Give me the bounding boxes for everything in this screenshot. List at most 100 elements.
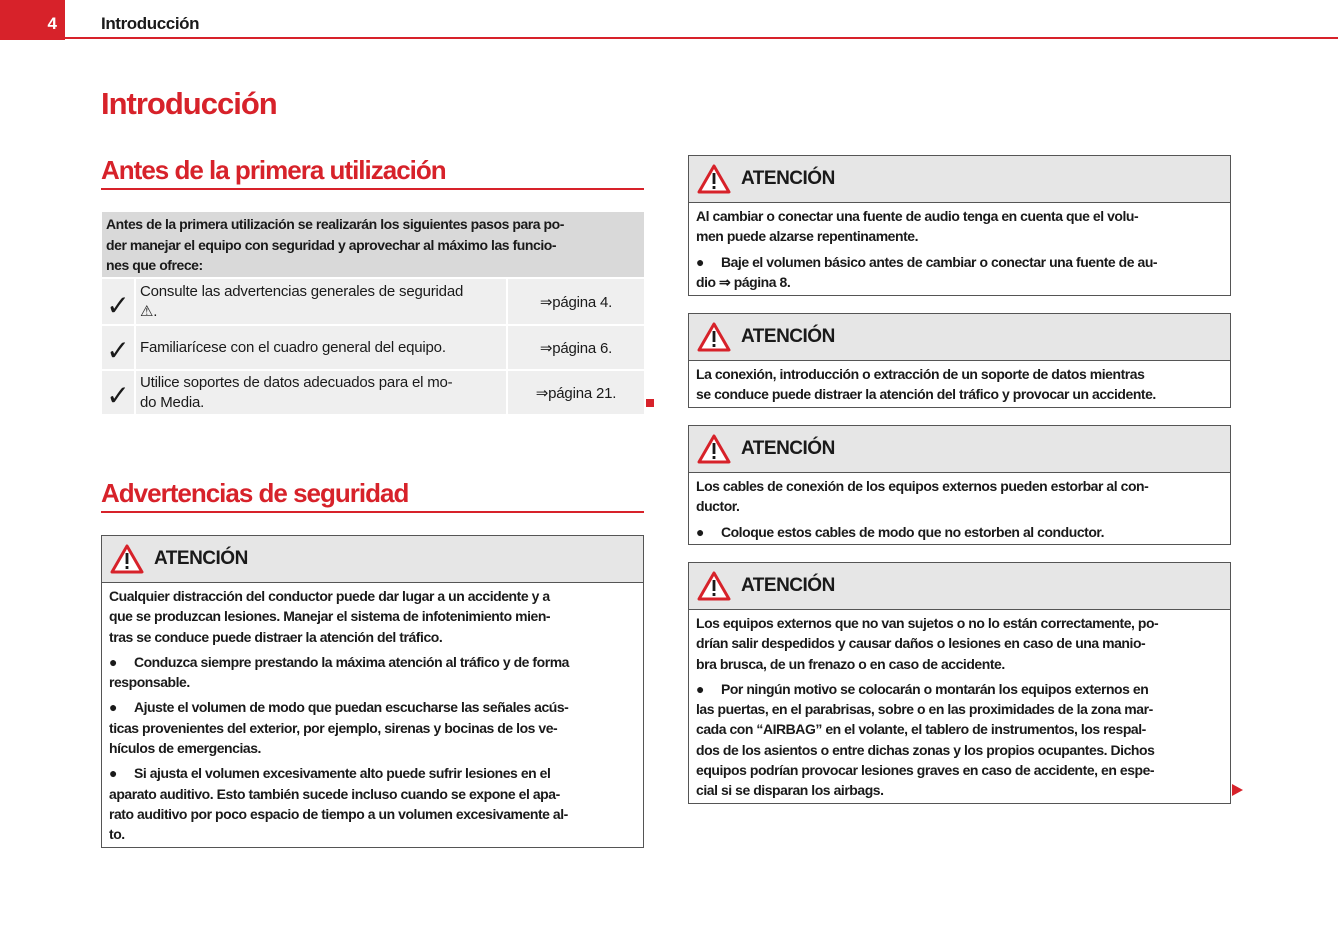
warning-bullet-item: ● Ajuste el volumen de modo que puedan es…: [109, 697, 637, 758]
warning-body: Los equipos externos que no van sujetos …: [689, 610, 1230, 805]
text-line: Cualquier distracción del conductor pued…: [109, 586, 636, 606]
text-line: ● Si ajusta el volumen excesivamente alto…: [109, 763, 636, 783]
text-line: drían salir despedidos y causar daños o …: [696, 633, 1223, 653]
warning-paragraph: Los cables de conexión de los equipos ex…: [696, 476, 1224, 517]
step-text: Utilice soportes de datos adecuados para…: [136, 371, 508, 414]
text-line-content: men puede alzarse repentinamente.: [696, 228, 919, 245]
text-line: Al cambiar o conectar una fuente de audi…: [696, 206, 1223, 226]
warning-title: ATENCIÓN: [741, 168, 835, 189]
section-heading-advertencias: Advertencias de seguridad: [101, 478, 644, 513]
warning-box: ATENCIÓN Cualquier distracción del conduc…: [101, 535, 644, 848]
warning-body: Al cambiar o conectar una fuente de audi…: [689, 203, 1230, 296]
step-row: ✓ Familiarícese con el cuadro general de…: [102, 324, 644, 369]
warning-header: ATENCIÓN: [689, 156, 1230, 203]
text-line-content: Por ningún motivo se colocarán o montará…: [720, 680, 1149, 697]
text-line: cial si se disparan los airbags.: [696, 780, 1223, 800]
step-text-line: Utilice soportes de datos adecuados para…: [140, 373, 453, 391]
text-line: responsable.: [109, 672, 636, 692]
warning-box: ATENCIÓN Los equipos externos que no van …: [688, 562, 1231, 804]
step-text-line: Familiarícese con el cuadro general del …: [140, 338, 446, 356]
step-text: Familiarícese con el cuadro general del …: [136, 326, 508, 369]
text-line-content: Baje el volumen básico antes de cambiar …: [720, 253, 1158, 270]
text-line-content: las puertas, en el parabrisas, sobre o e…: [696, 701, 1153, 718]
text-line-content: cial si se disparan los airbags.: [696, 782, 884, 799]
section-end-marker: [646, 399, 654, 407]
step-text: Consulte las advertencias generales de s…: [136, 279, 508, 324]
text-line-content: equipos podrían provocar lesiones graves…: [696, 762, 1155, 779]
text-line: ● Por ningún motivo se colocarán o montar…: [696, 679, 1223, 699]
text-line: La conexión, introducción o extracción d…: [696, 364, 1223, 384]
warning-triangle-icon: [697, 571, 731, 601]
step-text-line: ⚠.: [140, 302, 158, 320]
step-row: ✓ Consulte las advertencias generales de…: [102, 277, 644, 324]
checkmark-icon: ✓: [102, 371, 136, 414]
text-line-content: La conexión, introducción o extracción d…: [696, 366, 1145, 382]
step-text-line: do Media.: [140, 393, 205, 411]
text-line-content: tras se conduce puede distraer la atenci…: [109, 628, 443, 645]
warning-bullet-item: ● Baje el volumen básico antes de cambiar…: [696, 252, 1224, 293]
header-divider: [65, 37, 1338, 39]
text-line: ● Coloque estos cables de modo que no est…: [696, 522, 1223, 542]
steps-table: Antes de la primera utilización se reali…: [102, 212, 644, 414]
warning-header: ATENCIÓN: [102, 536, 643, 583]
warning-paragraph: Los equipos externos que no van sujetos …: [696, 613, 1224, 674]
text-line-content: Al cambiar o conectar una fuente de audi…: [696, 208, 1139, 224]
text-line-content: dos de los asientos o entre dichas zonas…: [696, 741, 1155, 758]
text-line-content: Ajuste el volumen de modo que puedan esc…: [133, 699, 569, 716]
page-number: 4: [0, 0, 65, 40]
warning-bullet-item: ● Coloque estos cables de modo que no est…: [696, 522, 1224, 542]
intro-line: Antes de la primera utilización se reali…: [106, 216, 564, 232]
page-reference-link[interactable]: ⇒página 6.: [539, 339, 613, 357]
text-line: se conduce puede distraer la atención de…: [696, 384, 1223, 404]
bullet-icon: ●: [696, 680, 705, 697]
text-line-content: drían salir despedidos y causar daños o …: [696, 635, 1146, 652]
text-line: rato auditivo por poco espacio de tiempo…: [109, 804, 636, 824]
warning-triangle-icon: [110, 544, 144, 574]
text-line-content: rato auditivo por poco espacio de tiempo…: [109, 805, 568, 822]
intro-line: nes que ofrece:: [106, 257, 203, 273]
text-line: ductor.: [696, 496, 1223, 516]
text-line: to.: [109, 824, 636, 844]
running-title: Introducción: [101, 14, 200, 33]
bullet-icon: ●: [109, 699, 118, 716]
text-line: que se produzcan lesiones. Manejar el si…: [109, 606, 636, 626]
text-line-content: aparato auditivo. Esto también sucede in…: [109, 785, 560, 802]
bullet-icon: ●: [696, 523, 705, 540]
step-text-line: Consulte las advertencias generales de s…: [140, 282, 464, 300]
warning-header: ATENCIÓN: [689, 563, 1230, 610]
text-line-content: Los cables de conexión de los equipos ex…: [696, 478, 1149, 494]
text-line-content: hículos de emergencias.: [109, 740, 261, 757]
checkmark-icon: ✓: [102, 326, 136, 369]
warning-bullet-item: ● Conduzca siempre prestando la máxima at…: [109, 652, 637, 693]
text-line: ● Ajuste el volumen de modo que puedan es…: [109, 697, 636, 717]
page-title: Introducción: [101, 86, 278, 121]
warning-title: ATENCIÓN: [741, 575, 835, 596]
text-line: las puertas, en el parabrisas, sobre o e…: [696, 699, 1223, 719]
warning-triangle-icon: [697, 322, 731, 352]
text-line-content: Los equipos externos que no van sujetos …: [696, 615, 1159, 631]
warning-title: ATENCIÓN: [154, 548, 248, 569]
page-reference-link[interactable]: ⇒página 4.: [539, 293, 613, 311]
text-line-content: responsable.: [109, 674, 190, 691]
bullet-icon: ●: [109, 765, 118, 782]
text-line: hículos de emergencias.: [109, 738, 636, 758]
text-line: cada con “AIRBAG” en el volante, el tabl…: [696, 719, 1223, 739]
text-line: dio ⇒ página 8.: [696, 272, 1223, 292]
text-line: Los cables de conexión de los equipos ex…: [696, 476, 1223, 496]
text-line: aparato auditivo. Esto también sucede in…: [109, 784, 636, 804]
text-line: ● Conduzca siempre prestando la máxima at…: [109, 652, 636, 672]
warning-paragraph: Al cambiar o conectar una fuente de audi…: [696, 206, 1224, 247]
warning-header: ATENCIÓN: [689, 426, 1230, 473]
text-line-content: Si ajusta el volumen excesivamente alto …: [133, 765, 551, 782]
checkmark-icon: ✓: [102, 279, 136, 324]
page-reference-link[interactable]: ⇒página 21.: [535, 384, 617, 402]
text-line: dos de los asientos o entre dichas zonas…: [696, 740, 1223, 760]
warning-title: ATENCIÓN: [741, 438, 835, 459]
text-line-content: cada con “AIRBAG” en el volante, el tabl…: [696, 721, 1146, 738]
text-line-content: ticas provenientes del exterior, por eje…: [109, 719, 558, 736]
text-line-content: Coloque estos cables de modo que no esto…: [720, 523, 1105, 540]
text-line-content: bra brusca, de un frenazo o en caso de a…: [696, 655, 1005, 672]
warning-triangle-icon: [697, 164, 731, 194]
warning-bullet-item: ● Por ningún motivo se colocarán o montar…: [696, 679, 1224, 801]
warning-body: Cualquier distracción del conductor pued…: [102, 583, 643, 849]
